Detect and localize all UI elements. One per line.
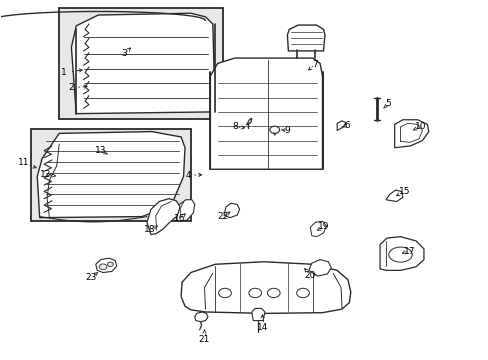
- Text: 13: 13: [95, 146, 106, 155]
- Polygon shape: [210, 58, 322, 169]
- Polygon shape: [287, 25, 325, 51]
- Circle shape: [107, 262, 113, 266]
- Bar: [59, 8, 222, 119]
- Text: 11: 11: [19, 158, 30, 167]
- Text: 14: 14: [256, 323, 268, 332]
- Polygon shape: [394, 120, 428, 148]
- Text: 12: 12: [40, 170, 51, 179]
- Polygon shape: [336, 121, 345, 131]
- Text: 22: 22: [217, 212, 228, 221]
- Ellipse shape: [388, 247, 411, 262]
- Polygon shape: [71, 13, 215, 114]
- Text: 7: 7: [312, 60, 317, 69]
- Text: 8: 8: [232, 122, 238, 131]
- Circle shape: [99, 264, 107, 270]
- Text: 20: 20: [304, 270, 315, 279]
- Text: 18: 18: [143, 225, 155, 234]
- Polygon shape: [385, 190, 402, 202]
- Text: 17: 17: [403, 247, 414, 256]
- Text: 5: 5: [385, 99, 390, 108]
- Text: 10: 10: [414, 122, 426, 131]
- Text: 19: 19: [317, 222, 328, 231]
- Polygon shape: [194, 312, 207, 321]
- Polygon shape: [379, 237, 423, 270]
- Text: 6: 6: [344, 121, 349, 130]
- Polygon shape: [181, 262, 350, 314]
- Text: 9: 9: [284, 126, 290, 135]
- Polygon shape: [147, 199, 180, 234]
- Polygon shape: [310, 221, 326, 237]
- Text: 23: 23: [85, 273, 97, 282]
- Text: 1: 1: [61, 68, 67, 77]
- Polygon shape: [175, 200, 194, 221]
- Bar: [31, 129, 190, 221]
- Text: 16: 16: [174, 214, 185, 223]
- Polygon shape: [251, 309, 264, 320]
- Text: 2: 2: [68, 83, 74, 92]
- Polygon shape: [37, 132, 184, 218]
- Polygon shape: [224, 203, 239, 218]
- Text: 3: 3: [121, 49, 127, 58]
- Text: 21: 21: [199, 335, 210, 344]
- Circle shape: [269, 126, 279, 134]
- Text: 4: 4: [185, 171, 191, 180]
- Polygon shape: [96, 258, 117, 273]
- Text: 15: 15: [398, 187, 409, 196]
- Polygon shape: [308, 260, 330, 276]
